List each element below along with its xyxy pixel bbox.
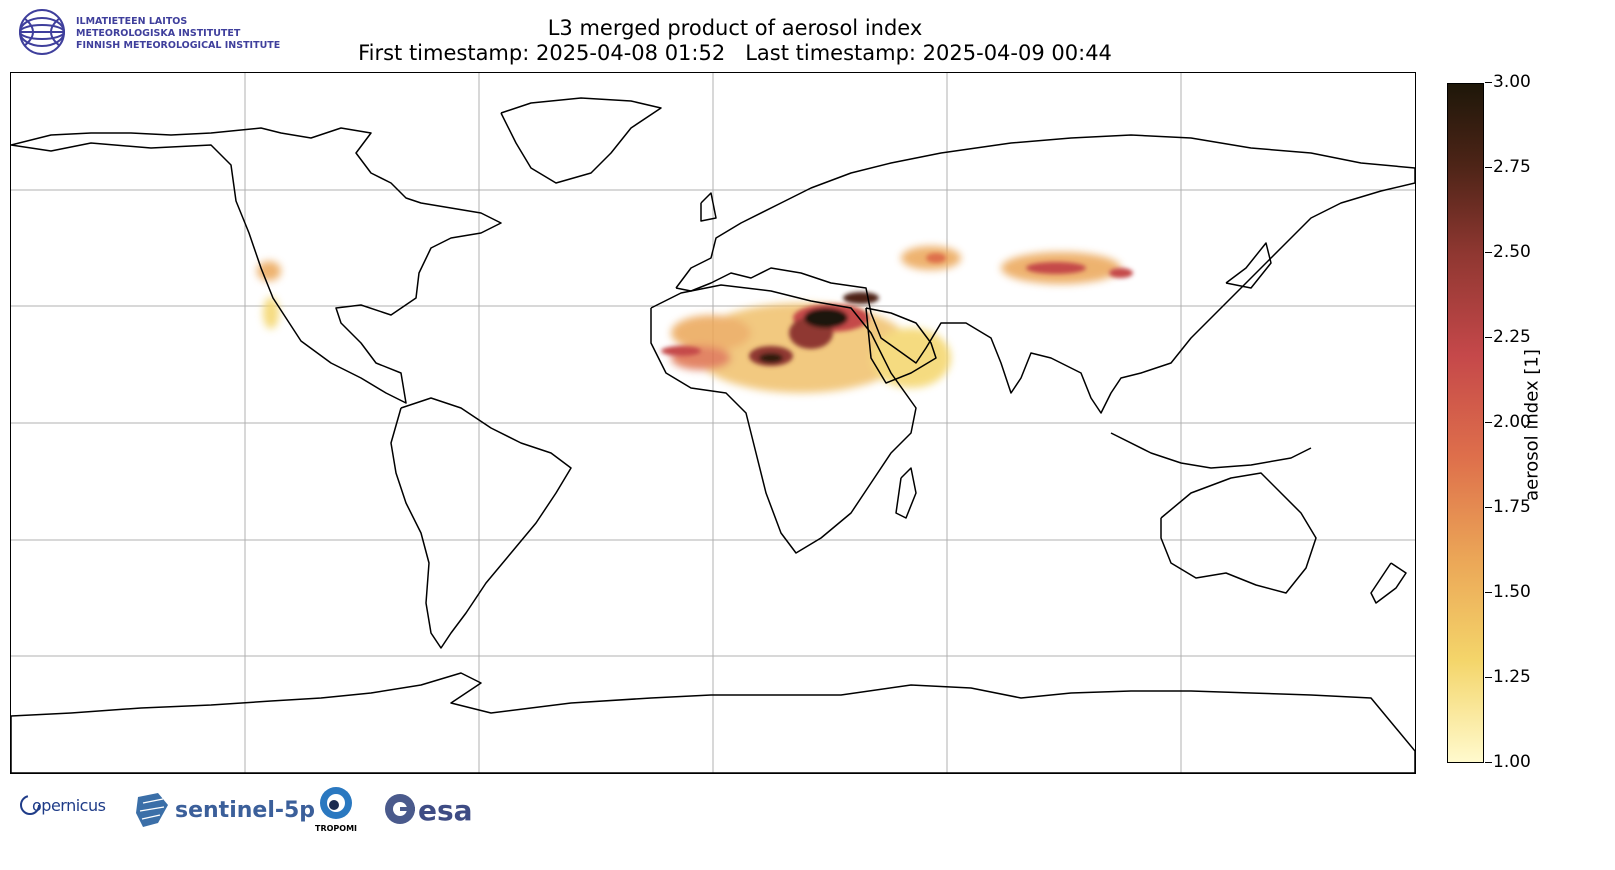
colorbar — [1447, 83, 1484, 763]
logo-line-2: METEOROLOGISKA INSTITUTET — [76, 28, 241, 39]
north-america-coast — [11, 127, 502, 404]
sentinel-5p-logo: sentinel-5p — [136, 793, 315, 827]
world-map[interactable] — [10, 72, 1416, 774]
colorbar-tick-label: 1.75 — [1493, 497, 1531, 517]
logo-line-3: FINNISH METEOROLOGICAL INSTITUTE — [76, 40, 280, 51]
greenland-coast — [500, 97, 662, 184]
esa-wordmark: esa — [418, 794, 473, 827]
sentinel-satellite-icon — [136, 793, 168, 827]
arabian-peninsula-coast — [865, 307, 937, 384]
colorbar-tick-label: 1.50 — [1493, 582, 1531, 602]
logo-line-1: ILMATIETEEN LAITOS — [76, 16, 187, 27]
eurasia-coast — [675, 134, 1415, 414]
colorbar-tick-label: 3.00 — [1493, 72, 1531, 92]
colorbar-tick-label: 2.00 — [1493, 412, 1531, 432]
japan-coast — [1225, 242, 1272, 289]
tropomi-logo: TROPOMI — [315, 787, 357, 833]
colorbar-tick — [1485, 252, 1492, 253]
colorbar-tick — [1485, 337, 1492, 338]
new-zealand-coast — [1370, 562, 1407, 604]
sentinel-wordmark: sentinel-5p — [175, 798, 315, 823]
colorbar-tick — [1485, 592, 1492, 593]
coastlines — [11, 97, 1415, 773]
colorbar-tick — [1485, 677, 1492, 678]
aerosol-field — [257, 246, 1133, 393]
south-america-coast — [390, 397, 572, 649]
title-line-1: L3 merged product of aerosol index — [547, 16, 923, 40]
figure-title: L3 merged product of aerosol index First… — [0, 16, 1470, 66]
colorbar-tick-label: 1.25 — [1493, 667, 1531, 687]
colorbar-tick-label: 2.25 — [1493, 327, 1531, 347]
esa-logo: esa — [385, 794, 473, 827]
africa-coast — [650, 284, 917, 554]
copernicus-logo: opernicus — [20, 795, 106, 815]
title-line-2: First timestamp: 2025-04-08 01:52 Last t… — [358, 41, 1112, 65]
antarctica-coast — [11, 672, 1415, 773]
map-gridlines — [11, 73, 1415, 773]
colorbar-label: aerosol index [1] — [1521, 349, 1543, 501]
copernicus-wordmark: opernicus — [32, 796, 106, 815]
map-canvas — [11, 73, 1415, 773]
tropomi-wordmark: TROPOMI — [315, 824, 357, 833]
fmi-logo: ILMATIETEEN LAITOS METEOROLOGISKA INSTIT… — [19, 9, 280, 55]
colorbar-tick-label: 1.00 — [1493, 752, 1531, 772]
indonesia-coast — [1110, 432, 1312, 469]
colorbar-tick — [1485, 422, 1492, 423]
uk-coast — [700, 192, 717, 222]
colorbar-tick — [1485, 762, 1492, 763]
colorbar-tick-label: 2.75 — [1493, 157, 1531, 177]
madagascar-coast — [895, 467, 917, 519]
colorbar-tick — [1485, 82, 1492, 83]
partner-logos: opernicus sentinel-5p TROPOMI esa — [20, 787, 473, 833]
fmi-emblem-icon — [19, 9, 65, 55]
australia-coast — [1160, 472, 1317, 594]
colorbar-tick — [1485, 167, 1492, 168]
colorbar-tick-label: 2.50 — [1493, 242, 1531, 262]
colorbar-tick — [1485, 507, 1492, 508]
